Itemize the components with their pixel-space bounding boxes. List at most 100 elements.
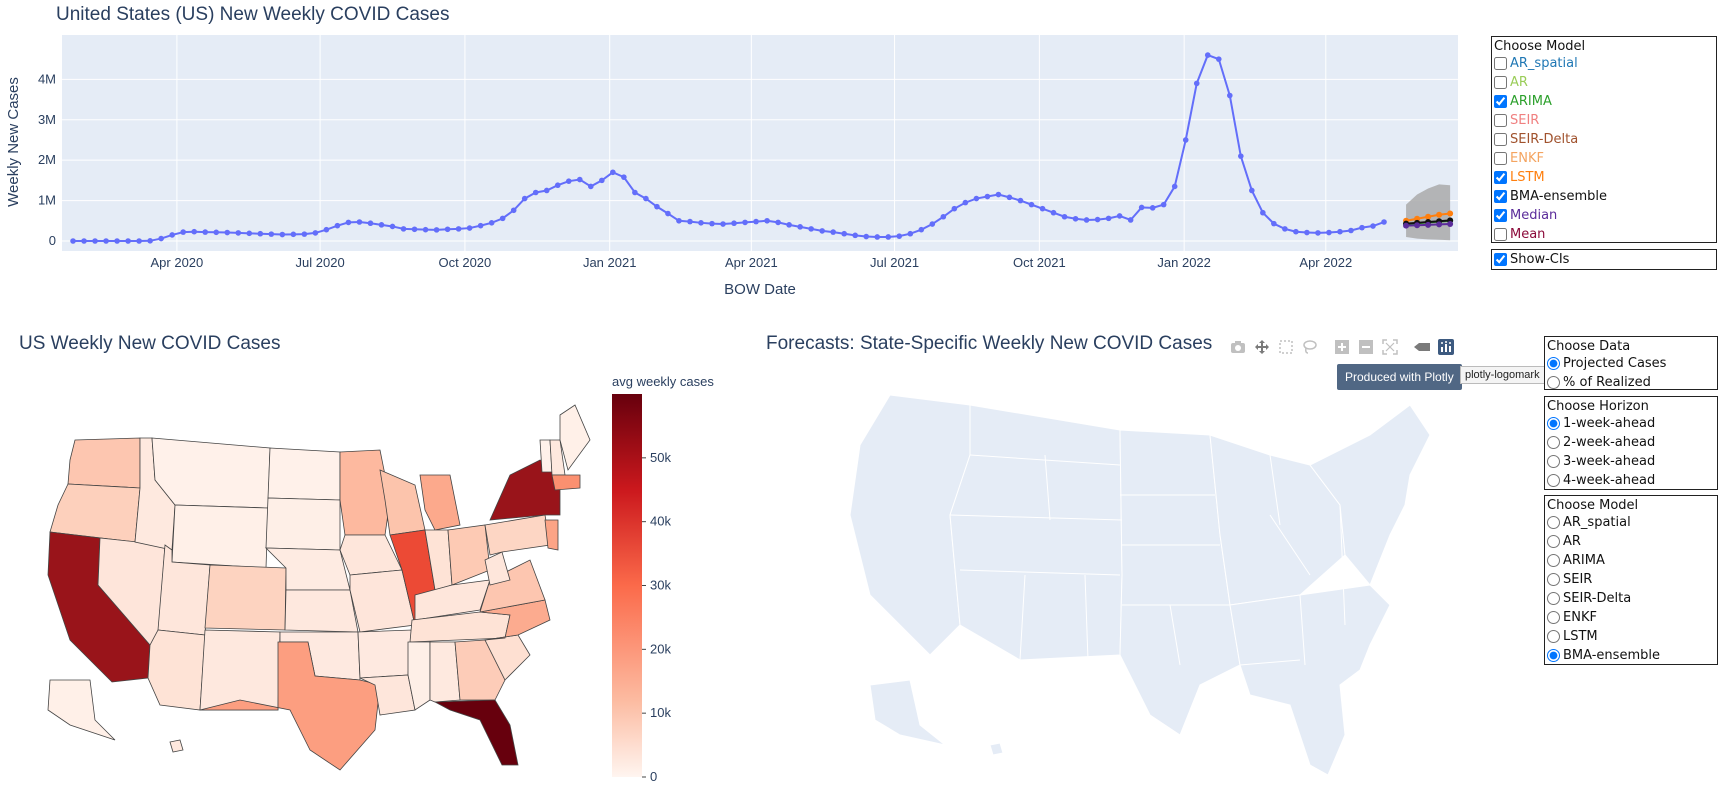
horizon-option[interactable]: 2-week-ahead [1545, 433, 1717, 452]
lasso-icon[interactable] [1298, 336, 1322, 358]
observed-point[interactable] [896, 233, 903, 239]
observed-point[interactable] [1370, 223, 1376, 229]
state-kansas[interactable] [284, 589, 359, 633]
state-missouri[interactable] [349, 569, 416, 633]
observed-point[interactable] [874, 234, 881, 240]
model-checkbox[interactable] [1494, 152, 1507, 165]
observed-point[interactable] [1149, 205, 1156, 211]
observed-point[interactable] [246, 230, 253, 237]
observed-point[interactable] [1116, 213, 1123, 219]
model-option[interactable]: SEIR-Delta [1545, 589, 1717, 608]
observed-point[interactable] [1238, 153, 1244, 159]
state-minnesota[interactable] [339, 449, 391, 536]
observed-point[interactable] [70, 238, 76, 244]
observed-point[interactable] [643, 195, 649, 202]
observed-point[interactable] [1039, 205, 1046, 212]
observed-point[interactable] [1182, 137, 1189, 143]
reset-icon[interactable] [1410, 336, 1434, 358]
observed-point[interactable] [1249, 187, 1255, 194]
show-ci-checkbox[interactable] [1494, 253, 1507, 266]
observed-point[interactable] [1304, 229, 1310, 236]
observed-point[interactable] [1359, 224, 1365, 231]
observed-point[interactable] [775, 219, 781, 226]
model-radio[interactable] [1547, 535, 1560, 548]
model-option-enkf[interactable]: ENKF [1492, 149, 1716, 168]
model-option[interactable]: AR [1545, 532, 1717, 551]
observed-point[interactable] [1282, 226, 1288, 232]
observed-point[interactable] [378, 222, 385, 228]
state-virginia[interactable] [479, 559, 546, 613]
model-radio[interactable] [1547, 554, 1560, 567]
observed-point[interactable] [753, 218, 759, 225]
observed-point[interactable] [632, 189, 638, 196]
observed-point[interactable] [841, 230, 848, 237]
observed-point[interactable] [279, 231, 286, 238]
observed-point[interactable] [268, 231, 275, 237]
model-option-seir[interactable]: SEIR [1492, 111, 1716, 130]
forecast-point[interactable] [1414, 222, 1421, 229]
observed-point[interactable] [962, 199, 969, 206]
observed-point[interactable] [257, 230, 264, 237]
state-florida[interactable] [433, 699, 519, 766]
state-alaska[interactable] [47, 679, 116, 741]
observed-point[interactable] [1193, 80, 1200, 87]
forecast-state-map[interactable] [850, 395, 1450, 785]
observed-point[interactable] [1226, 92, 1233, 99]
forecast-point[interactable] [1403, 222, 1410, 229]
observed-point[interactable] [1315, 230, 1321, 236]
observed-point[interactable] [1260, 209, 1266, 216]
horizon-option[interactable]: 4-week-ahead [1545, 471, 1717, 490]
state-washington[interactable] [67, 437, 141, 489]
state-north-dakota[interactable] [267, 447, 341, 501]
observed-point[interactable] [621, 174, 627, 180]
observed-point[interactable] [786, 222, 792, 228]
horizon-radio[interactable] [1547, 417, 1560, 430]
horizon-option[interactable]: 1-week-ahead [1545, 414, 1717, 433]
state-mississippi[interactable] [407, 641, 431, 711]
observed-point[interactable] [334, 222, 341, 229]
state-north-carolina[interactable] [479, 599, 551, 641]
data-option[interactable]: % of Realized [1545, 373, 1717, 392]
observed-point[interactable] [301, 231, 308, 237]
state-texas[interactable] [199, 641, 381, 771]
state-michigan[interactable] [419, 474, 461, 531]
observed-point[interactable] [1006, 194, 1013, 201]
model-checkbox[interactable] [1494, 95, 1507, 108]
state-new-jersey[interactable] [544, 519, 559, 551]
model-option[interactable]: ENKF [1545, 608, 1717, 627]
model-radio[interactable] [1547, 516, 1560, 529]
observed-point[interactable] [147, 237, 153, 244]
data-radio[interactable] [1547, 357, 1560, 370]
state-alabama[interactable] [429, 641, 461, 703]
observed-point[interactable] [808, 226, 814, 232]
observed-point[interactable] [819, 228, 825, 234]
model-checkbox[interactable] [1494, 114, 1507, 127]
state-new-mexico[interactable] [199, 629, 281, 711]
top-line-chart[interactable]: 0 1M 2M 3M 4M Apr 2020 Jul 2020 Oct 2020 Jan 202… [0, 0, 1490, 295]
model-checkbox[interactable] [1494, 228, 1507, 241]
observed-point[interactable] [720, 221, 726, 227]
state-west-virginia[interactable] [484, 551, 511, 586]
model-checkbox[interactable] [1494, 171, 1507, 184]
observed-point[interactable] [499, 215, 506, 222]
observed-point[interactable] [830, 229, 836, 235]
observed-point[interactable] [213, 229, 220, 236]
autoscale-icon[interactable] [1378, 336, 1402, 358]
horizon-option[interactable]: 3-week-ahead [1545, 452, 1717, 471]
observed-point[interactable] [918, 226, 925, 233]
observed-point[interactable] [929, 221, 936, 227]
observed-point[interactable] [1348, 227, 1354, 234]
observed-point[interactable] [797, 224, 803, 230]
observed-point[interactable] [367, 220, 374, 227]
observed-point[interactable] [1160, 201, 1167, 208]
state-ohio[interactable] [447, 524, 491, 586]
state-south-dakota[interactable] [265, 497, 341, 551]
observed-point[interactable] [665, 210, 671, 217]
observed-point[interactable] [852, 232, 859, 239]
observed-point[interactable] [973, 195, 980, 202]
model-option[interactable]: ARIMA [1545, 551, 1717, 570]
observed-point[interactable] [1083, 217, 1090, 223]
plotly-logo-icon[interactable] [1434, 336, 1458, 358]
horizon-radio[interactable] [1547, 436, 1560, 449]
observed-point[interactable] [1017, 197, 1024, 204]
